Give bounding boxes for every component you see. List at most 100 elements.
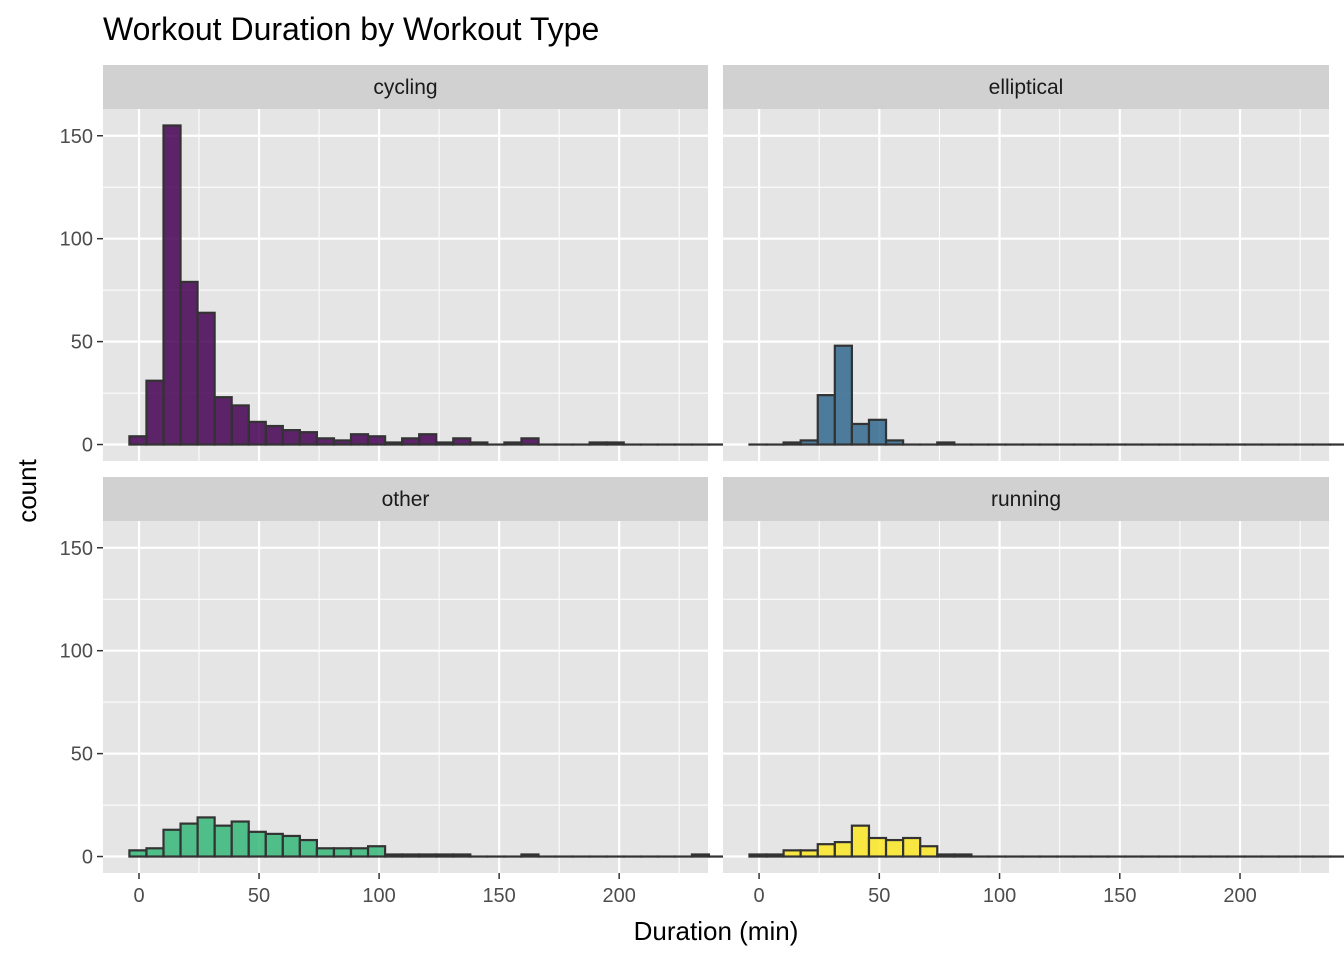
histogram-bar: [128, 849, 148, 858]
histogram-bar: [435, 853, 455, 858]
histogram-bar: [953, 853, 973, 858]
y-tick-label: 100: [60, 229, 93, 251]
histogram-bar: [298, 838, 319, 858]
histogram-bar: [799, 849, 819, 858]
histogram-bar: [247, 420, 267, 446]
facet-strip: [103, 65, 708, 109]
histogram-bar: [332, 847, 353, 858]
histogram-bar: [264, 832, 284, 858]
histogram-bar: [401, 437, 421, 446]
facet-panel-other: other 0 50 100 150 0 50 100 150 200: [60, 477, 796, 907]
histogram-bar: [919, 845, 939, 858]
y-tick-label: 50: [71, 744, 93, 766]
histogram-bar: [383, 441, 404, 446]
facet-panel-running: running 0 50 100 150 200: [723, 477, 1344, 907]
histogram-bar: [850, 422, 871, 446]
histogram-bar: [936, 441, 956, 446]
facet-strip: [723, 477, 1329, 521]
histogram-bar: [179, 822, 199, 858]
y-tick-label: 100: [60, 641, 93, 663]
histogram-bar: [366, 435, 387, 446]
y-tick-label: 150: [60, 538, 93, 560]
facet-strip-label: running: [991, 488, 1061, 511]
histogram-bar: [247, 830, 267, 858]
histogram-bar: [196, 816, 216, 858]
histogram-bar: [298, 431, 319, 446]
histogram-bar: [799, 439, 819, 446]
histogram-bar: [884, 838, 905, 858]
y-axis-title: count: [12, 458, 42, 522]
panel-background: [103, 521, 708, 873]
x-tick-label: 150: [482, 885, 515, 907]
histogram-bar: [867, 836, 888, 858]
histogram-bar: [833, 841, 853, 858]
histogram-bar: [867, 418, 888, 446]
y-tick-label: 0: [82, 435, 93, 457]
histogram-bar: [349, 433, 370, 446]
histogram-bar: [230, 404, 250, 446]
histogram-bar: [884, 439, 905, 446]
histogram-bar: [765, 853, 785, 858]
histogram-bar: [435, 441, 455, 446]
y-tick-label: 50: [71, 332, 93, 354]
histogram-bar: [264, 424, 284, 446]
histogram-bar: [748, 853, 768, 858]
x-tick-label: 100: [983, 885, 1016, 907]
histogram-bar: [833, 344, 853, 446]
facet-strip-label: cycling: [373, 76, 437, 99]
histogram-bar: [520, 437, 540, 446]
histogram-bar: [230, 820, 250, 858]
histogram-bar: [469, 441, 489, 446]
histogram-bar: [128, 435, 148, 446]
histogram-bar: [162, 828, 182, 858]
panel-background: [723, 109, 1329, 461]
x-tick-label: 200: [602, 885, 635, 907]
histogram-bar: [520, 853, 540, 858]
histogram-bar: [816, 394, 836, 446]
facet-strip: [723, 65, 1329, 109]
histogram-bar: [782, 849, 802, 858]
histogram-bar: [213, 396, 233, 446]
x-tick-label: 50: [868, 885, 890, 907]
histogram-bar: [452, 437, 472, 446]
histogram-bar: [145, 847, 165, 858]
histogram-bar: [315, 437, 336, 446]
facet-panel-elliptical: elliptical: [723, 65, 1344, 461]
y-tick-label: 150: [60, 126, 93, 148]
panel-grid: cycling 0 50 100 150 elliptical other 0 50 100 150…: [60, 65, 1344, 907]
histogram-bar: [418, 433, 438, 446]
histogram-bar: [281, 834, 301, 858]
x-tick-label: 0: [133, 885, 144, 907]
facet-panel-cycling: cycling 0 50 100 150: [60, 65, 796, 461]
histogram-bar: [816, 843, 836, 858]
histogram-bar: [418, 853, 438, 858]
histogram-bar: [145, 379, 165, 446]
histogram-bar: [605, 441, 625, 446]
y-tick-label: 0: [82, 847, 93, 869]
histogram-bar: [782, 441, 802, 446]
histogram-bar: [366, 845, 387, 858]
histogram-bar: [281, 429, 301, 446]
x-axis-title: Duration (min): [634, 916, 799, 946]
histogram-bar: [588, 441, 608, 446]
x-tick-label: 150: [1103, 885, 1136, 907]
histogram-bar: [503, 441, 523, 446]
histogram-bar: [179, 280, 199, 446]
histogram-bar: [349, 847, 370, 858]
histogram-bar: [213, 824, 233, 858]
facet-strip-label: elliptical: [989, 76, 1064, 99]
panel-background: [723, 521, 1329, 873]
x-tick-label: 50: [248, 885, 270, 907]
facet-strip-label: other: [382, 488, 430, 511]
histogram-bar: [902, 836, 922, 858]
x-tick-label: 200: [1223, 885, 1256, 907]
histogram-bar: [850, 824, 871, 858]
histogram-bar: [162, 124, 182, 446]
chart-title: Workout Duration by Workout Type: [103, 11, 599, 47]
histogram-bar: [315, 847, 336, 858]
histogram-bar: [383, 853, 404, 858]
x-tick-label: 0: [754, 885, 765, 907]
facet-strip: [103, 477, 708, 521]
histogram-bar: [332, 439, 353, 446]
